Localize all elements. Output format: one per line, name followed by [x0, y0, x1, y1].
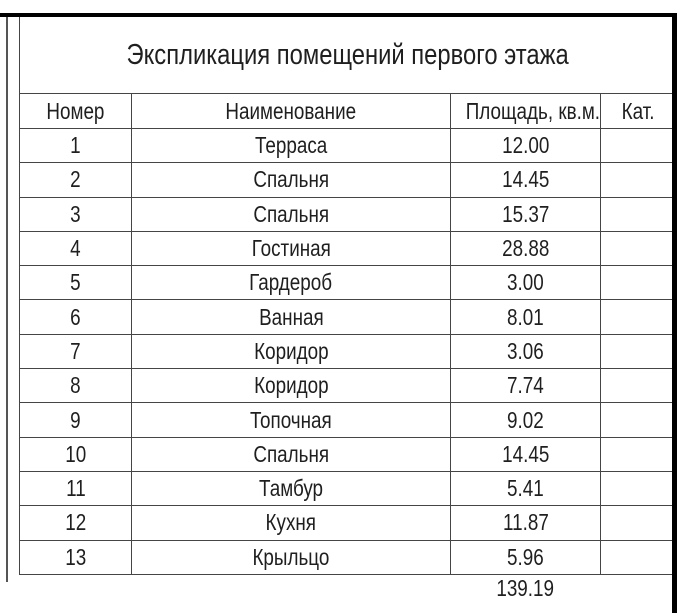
category-cell: [600, 436, 677, 472]
room-name-cell: Коридор: [131, 333, 451, 370]
room-name-cell: Тамбур: [131, 470, 451, 507]
table-total-row: 139.19: [20, 574, 677, 603]
sheet-frame-top-line: [0, 13, 677, 17]
table-row: 1 Терраса 12.00: [19, 127, 677, 164]
row-number-cell: 4: [19, 230, 132, 267]
row-number-cell: 3: [19, 196, 132, 232]
table-header-row: Номер Наименование Площадь, кв.м. Кат.: [19, 93, 677, 129]
room-name-cell: Кухня: [131, 505, 451, 541]
sheet-frame-right-line: [672, 13, 677, 613]
category-cell: [600, 333, 677, 370]
area-cell: 8.01: [450, 299, 601, 335]
category-cell: [600, 539, 677, 575]
table-row: 10 Спальня 14.45: [19, 436, 677, 472]
table-row: 5 Гардероб 3.00: [19, 265, 677, 301]
row-number-cell: 12: [19, 505, 132, 541]
area-cell: 9.02: [450, 402, 601, 438]
area-cell: 15.37: [450, 196, 601, 232]
table-body: 1 Терраса 12.00 2 Спальня 14.45 3 Спальн…: [19, 127, 677, 575]
table-row: 2 Спальня 14.45: [19, 162, 677, 198]
room-name-cell: Коридор: [131, 368, 451, 404]
room-name-cell: Спальня: [131, 436, 451, 472]
row-number-cell: 9: [19, 402, 132, 438]
table-row: 7 Коридор 3.06: [19, 333, 677, 370]
row-number-cell: 5: [19, 265, 132, 301]
header-category: Кат.: [600, 93, 677, 129]
area-cell: 7.74: [450, 368, 601, 404]
table-row: 3 Спальня 15.37: [19, 196, 677, 232]
row-number-cell: 2: [19, 162, 132, 198]
area-cell: 14.45: [450, 162, 601, 198]
room-schedule-table: Экспликация помещений первого этажа Номе…: [19, 17, 677, 603]
table-title-cell: Экспликация помещений первого этажа: [19, 17, 677, 94]
room-name-cell: Спальня: [131, 162, 451, 198]
area-cell: 5.96: [450, 539, 601, 575]
category-cell: [600, 265, 677, 301]
header-number: Номер: [19, 93, 132, 129]
room-name-cell: Топочная: [131, 402, 451, 438]
total-area-value: 139.19: [496, 575, 555, 602]
table-row: 13 Крыльцо 5.96: [19, 539, 677, 575]
room-name-cell: Спальня: [131, 196, 451, 232]
row-number-cell: 6: [19, 299, 132, 335]
area-cell: 3.00: [450, 265, 601, 301]
category-cell: [600, 368, 677, 404]
room-name-cell: Гардероб: [131, 265, 451, 301]
category-cell: [600, 402, 677, 438]
category-cell: [600, 162, 677, 198]
category-cell: [600, 196, 677, 232]
table-row: 8 Коридор 7.74: [19, 368, 677, 404]
area-cell: 28.88: [450, 230, 601, 267]
row-number-cell: 13: [19, 539, 132, 575]
total-area-cell: 139.19: [451, 574, 601, 603]
category-cell: [600, 505, 677, 541]
room-name-cell: Ванная: [131, 299, 451, 335]
area-cell: 12.00: [450, 127, 601, 164]
total-empty-number-cell: [20, 574, 132, 603]
category-cell: [600, 299, 677, 335]
category-cell: [600, 127, 677, 164]
area-cell: 5.41: [450, 470, 601, 507]
table-row: 6 Ванная 8.01: [19, 299, 677, 335]
area-cell: 14.45: [450, 436, 601, 472]
category-cell: [600, 230, 677, 267]
sheet-margin-line: [6, 17, 8, 582]
total-empty-category-cell: [601, 574, 677, 603]
table-row: 12 Кухня 11.87: [19, 505, 677, 541]
row-number-cell: 1: [19, 127, 132, 164]
row-number-cell: 10: [19, 436, 132, 472]
row-number-cell: 11: [19, 470, 132, 507]
header-name: Наименование: [131, 93, 451, 129]
area-cell: 11.87: [450, 505, 601, 541]
room-name-cell: Крыльцо: [131, 539, 451, 575]
category-cell: [600, 470, 677, 507]
total-empty-name-cell: [132, 574, 451, 603]
row-number-cell: 8: [19, 368, 132, 404]
table-title: Экспликация помещений первого этажа: [126, 38, 570, 71]
row-number-cell: 7: [19, 333, 132, 370]
header-area: Площадь, кв.м.: [450, 93, 601, 129]
room-name-cell: Терраса: [131, 127, 451, 164]
table-row: 9 Топочная 9.02: [19, 402, 677, 438]
table-row: 11 Тамбур 5.41: [19, 470, 677, 507]
area-cell: 3.06: [450, 333, 601, 370]
table-title-row: Экспликация помещений первого этажа: [19, 17, 677, 94]
table-row: 4 Гостиная 28.88: [19, 230, 677, 267]
room-name-cell: Гостиная: [131, 230, 451, 267]
